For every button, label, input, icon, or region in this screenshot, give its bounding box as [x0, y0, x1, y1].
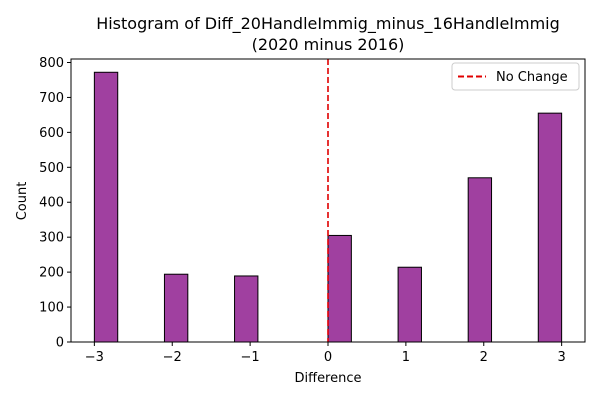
- y-tick-label: 700: [39, 91, 64, 106]
- histogram-bar-6: [537, 112, 563, 343]
- x-tick-label: −1: [241, 350, 260, 365]
- y-tick-label: 800: [39, 56, 64, 71]
- chart-title: Histogram of Diff_20HandleImmig_minus_16…: [96, 14, 560, 34]
- legend-label-no-change: No Change: [496, 70, 568, 85]
- histogram-bar-2: [234, 275, 259, 343]
- histogram-bar-3: [327, 234, 352, 343]
- x-tick-label: 3: [557, 350, 565, 365]
- y-tick-label: 600: [39, 126, 64, 141]
- histogram-bar-5: [467, 177, 493, 343]
- y-tick-label: 0: [56, 336, 64, 351]
- histogram-bar-0: [93, 71, 119, 343]
- x-tick-label: 0: [324, 350, 332, 365]
- x-axis-label: Difference: [294, 371, 361, 386]
- x-axis-ticks: −3 −2 −1 0 1 2 3: [85, 342, 566, 365]
- y-tick-label: 400: [39, 196, 64, 211]
- y-tick-label: 300: [39, 231, 64, 246]
- histogram-bar-4: [397, 266, 422, 343]
- plot-area-frame: [70, 58, 586, 343]
- legend-box: [451, 62, 580, 91]
- histogram-bars: [93, 71, 563, 343]
- y-axis-ticks: 0 100 200 300 400 500 600 700 800: [39, 56, 71, 351]
- chart-subtitle: (2020 minus 2016): [252, 35, 405, 54]
- y-axis-label: Count: [15, 182, 30, 221]
- x-tick-label: −2: [163, 350, 182, 365]
- y-tick-label: 100: [39, 301, 64, 316]
- y-tick-label: 500: [39, 161, 64, 176]
- y-tick-label: 200: [39, 266, 64, 281]
- histogram-bar-1: [163, 273, 189, 343]
- x-tick-label: −3: [85, 350, 104, 365]
- x-tick-label: 2: [480, 350, 488, 365]
- x-tick-label: 1: [402, 350, 410, 365]
- legend: No Change: [451, 62, 580, 91]
